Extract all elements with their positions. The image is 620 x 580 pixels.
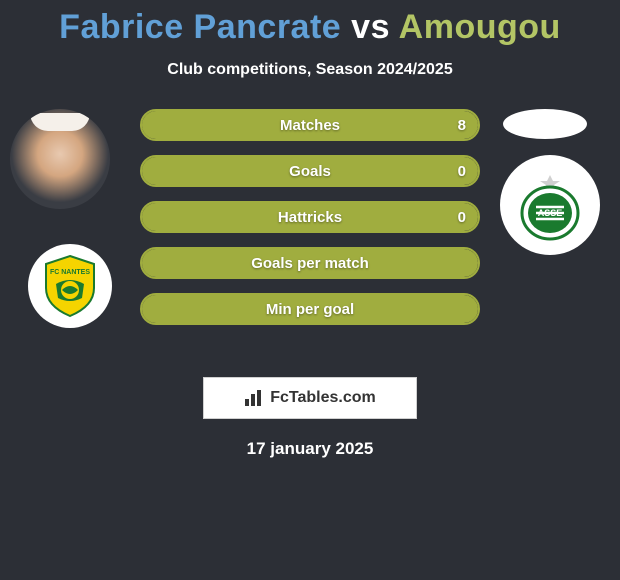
svg-text:FC NANTES: FC NANTES <box>50 269 90 276</box>
stat-value-right: 0 <box>458 163 466 180</box>
player2-avatar <box>503 109 587 139</box>
stat-row: Hattricks 0 <box>140 201 480 233</box>
stat-label: Matches <box>280 117 340 134</box>
svg-text:ASSE: ASSE <box>538 208 563 218</box>
player1-name: Fabrice Pancrate <box>59 8 341 46</box>
bar-chart-icon <box>244 389 264 407</box>
player2-name: Amougou <box>399 8 561 46</box>
stat-value-right: 8 <box>458 117 466 134</box>
stat-label: Hattricks <box>278 209 342 226</box>
nantes-badge-icon: FC NANTES <box>42 254 98 318</box>
saint-etienne-badge-icon: ASSE <box>518 169 582 241</box>
player2-club-badge: ASSE <box>500 155 600 255</box>
comparison-title: Fabrice Pancrate vs Amougou <box>0 0 620 47</box>
stat-label: Min per goal <box>266 301 354 318</box>
comparison-body: FC NANTES ASSE Matches8Goals0Hattricks0G… <box>0 109 620 369</box>
brand-badge: FcTables.com <box>203 377 417 419</box>
player1-club-badge: FC NANTES <box>28 244 112 328</box>
stat-value-right: 0 <box>458 209 466 226</box>
stat-row: Goals 0 <box>140 155 480 187</box>
stats-list: Matches 8 Goals 0 Hattricks 0 Goals per match M… <box>140 109 480 339</box>
stat-row: Min per goal <box>140 293 480 325</box>
player1-avatar <box>10 109 110 209</box>
brand-text: FcTables.com <box>270 389 376 407</box>
stat-label: Goals <box>289 163 331 180</box>
date-text: 17 january 2025 <box>0 439 620 459</box>
stat-row: Matches 8 <box>140 109 480 141</box>
stat-label: Goals per match <box>251 255 369 272</box>
subtitle: Club competitions, Season 2024/2025 <box>0 61 620 79</box>
stat-row: Goals per match <box>140 247 480 279</box>
vs-text: vs <box>351 8 390 46</box>
